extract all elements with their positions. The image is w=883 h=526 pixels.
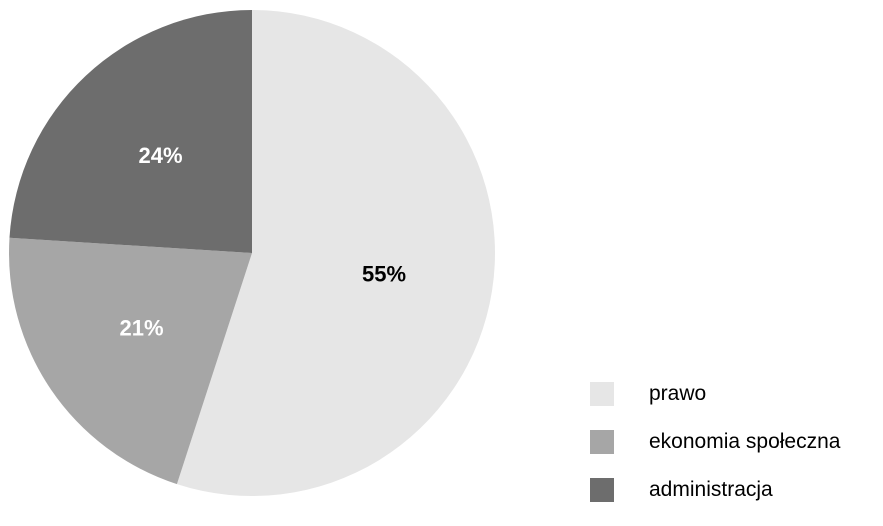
legend-swatch — [590, 478, 614, 502]
legend-label: prawo — [649, 382, 707, 405]
pie-slices — [9, 10, 495, 497]
chart-legend: prawo ekonomia społeczna administracja — [590, 382, 880, 526]
slice-label-ekonomia-społeczna: 21% — [119, 316, 163, 341]
legend-label: ekonomia społeczna — [649, 430, 841, 453]
pie-slice-labels: 55% 21% 24% — [119, 143, 406, 341]
pie-slice-prawo — [176, 10, 495, 497]
legend-swatch — [590, 382, 614, 406]
legend-label: administracja — [649, 478, 773, 501]
pie-chart: 55% 21% 24% — [9, 10, 495, 497]
legend-swatch — [590, 430, 614, 454]
slice-label-administracja: 24% — [138, 143, 182, 168]
legend-item: administracja — [590, 478, 880, 502]
pie-slice-administracja — [9, 10, 253, 253]
slice-label-prawo: 55% — [362, 261, 406, 286]
legend-item: prawo — [590, 382, 880, 406]
pie-slice-ekonomia-społeczna — [9, 237, 253, 485]
legend-item: ekonomia społeczna — [590, 430, 880, 454]
